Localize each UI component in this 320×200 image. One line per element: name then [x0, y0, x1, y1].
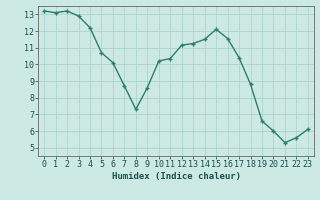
X-axis label: Humidex (Indice chaleur): Humidex (Indice chaleur) — [111, 172, 241, 181]
